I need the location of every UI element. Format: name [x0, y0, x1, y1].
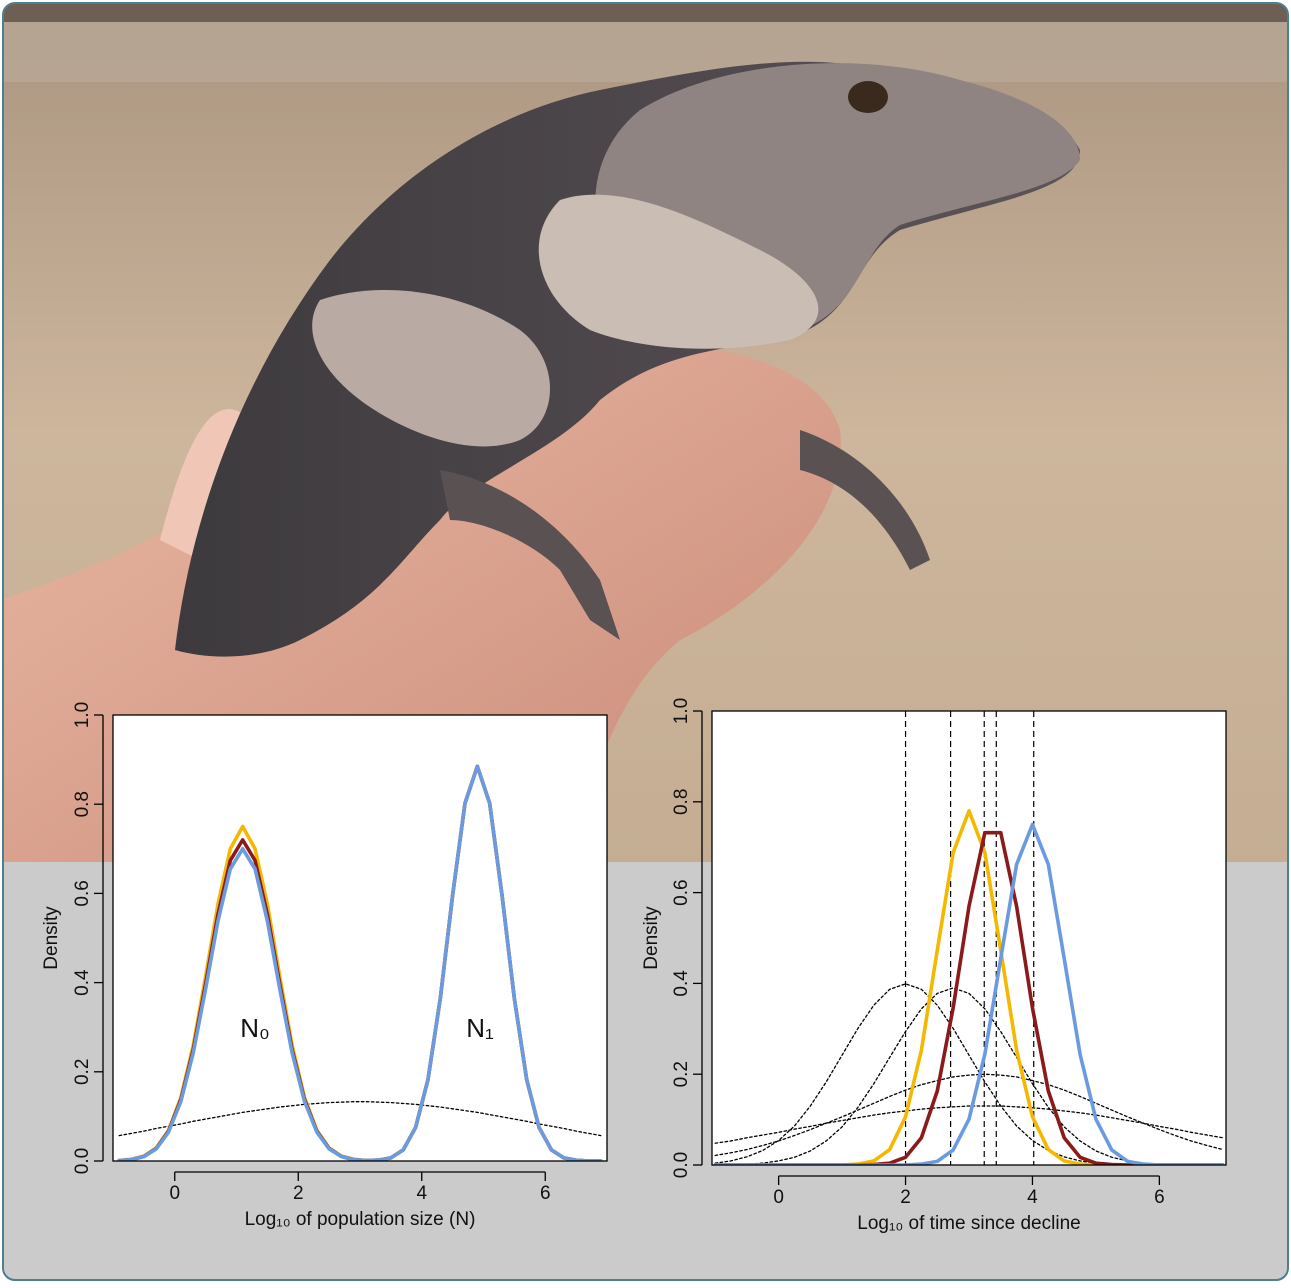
- x-tick-label: 0: [169, 1183, 180, 1204]
- plot-area: [712, 711, 1226, 1165]
- y-tick-label: 0.2: [671, 1061, 692, 1087]
- y-axis-label: Density: [641, 906, 662, 970]
- chart: 0 2 4 6 0.0 0.2 0.4 0.6 0.8 1.0 Log₁₀ of time sinc…: [641, 698, 1226, 1234]
- annotation: N₁: [466, 1013, 494, 1043]
- x-tick-label: 4: [1027, 1187, 1038, 1208]
- plot-area: [113, 715, 607, 1161]
- y-tick-label: 0.8: [72, 791, 93, 817]
- photo-wall-band: [0, 22, 1291, 82]
- page: {"chart_data": [ {"type": "line", "xlabe…: [0, 0, 1291, 1283]
- y-tick-label: 0.0: [72, 1148, 93, 1174]
- chart: 0 2 4 6 0.0 0.2 0.4 0.6 0.8 1.0 Log₁₀ of populatio…: [41, 702, 607, 1230]
- x-tick-label: 4: [416, 1183, 427, 1204]
- photo-lizard-eye: [848, 81, 888, 113]
- figure: 0 2 4 6 0.0 0.2 0.4 0.6 0.8 1.0 Log₁₀ of populatio…: [0, 0, 1291, 1283]
- y-tick-label: 0.0: [671, 1152, 692, 1178]
- x-tick-label: 2: [900, 1187, 911, 1208]
- y-tick-label: 0.2: [72, 1059, 93, 1085]
- y-tick-label: 0.8: [671, 789, 692, 815]
- y-axis-label: Density: [41, 906, 62, 970]
- x-tick-label: 6: [1154, 1187, 1165, 1208]
- y-tick-label: 0.6: [72, 880, 93, 906]
- y-tick-label: 0.6: [671, 879, 692, 905]
- y-tick-label: 1.0: [671, 698, 692, 724]
- x-tick-label: 6: [540, 1183, 551, 1204]
- y-tick-label: 0.4: [671, 970, 692, 997]
- y-tick-label: 0.4: [72, 969, 93, 996]
- x-axis-label: Log₁₀ of time since decline: [857, 1213, 1080, 1234]
- x-tick-label: 2: [293, 1183, 304, 1204]
- x-tick-label: 0: [773, 1187, 784, 1208]
- y-tick-label: 1.0: [72, 702, 93, 728]
- annotation: N₀: [240, 1013, 270, 1043]
- x-axis-label: Log₁₀ of population size (N): [245, 1209, 476, 1230]
